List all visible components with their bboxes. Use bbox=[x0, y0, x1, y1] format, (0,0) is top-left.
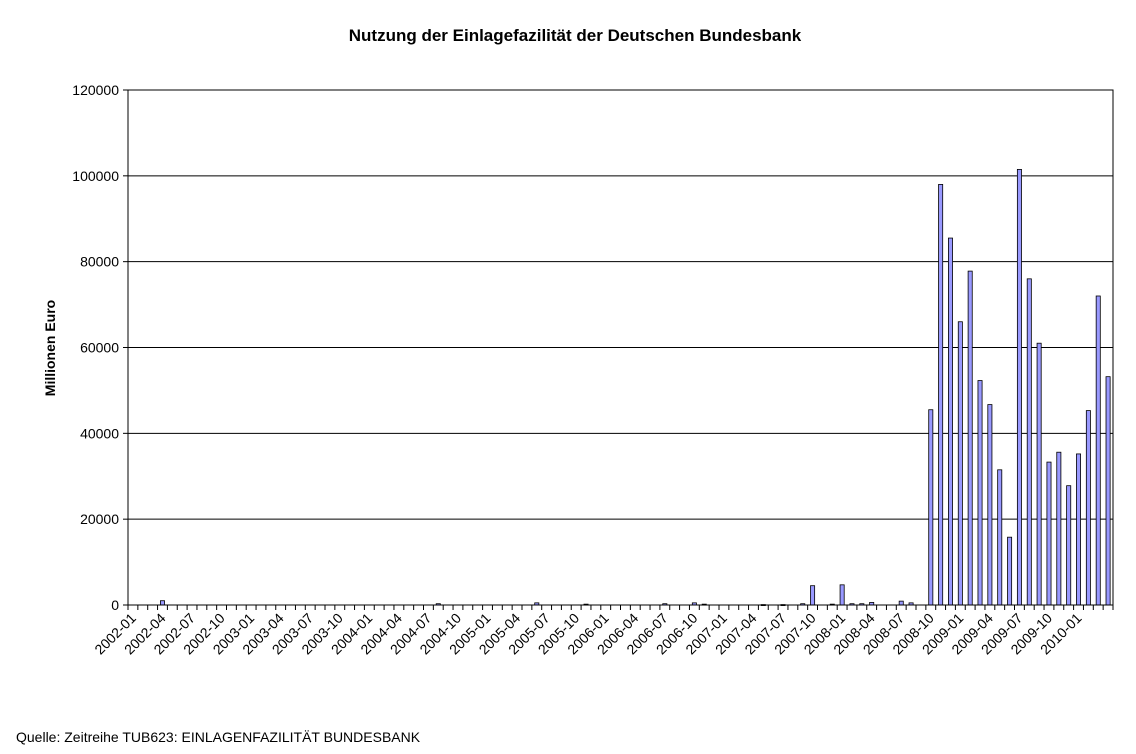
y-tick-label: 80000 bbox=[80, 254, 119, 270]
y-tick-label: 100000 bbox=[72, 168, 119, 184]
gridlines bbox=[128, 175, 1113, 520]
bar-2009-03 bbox=[977, 380, 983, 606]
y-tick-label: 20000 bbox=[80, 511, 119, 527]
bar-2010-03 bbox=[1095, 295, 1101, 606]
y-axis: 0 20000 40000 60000 80000 100000 120000 bbox=[72, 82, 128, 613]
x-axis: 2002-012002-042002-072002-102003-012003-… bbox=[91, 605, 1114, 657]
bar-2008-10 bbox=[928, 409, 934, 606]
bar-2009-02 bbox=[967, 270, 973, 606]
bar-2008-11 bbox=[938, 184, 944, 606]
bar-2009-07 bbox=[1016, 168, 1022, 606]
bar-2009-10 bbox=[1046, 461, 1052, 606]
chart-title: Nutzung der Einlagefazilität der Deutsch… bbox=[348, 26, 802, 45]
source-note: Quelle: Zeitreihe TUB623: EINLAGENFAZILI… bbox=[16, 729, 421, 745]
bar-2008-07 bbox=[898, 600, 904, 606]
y-tick-label: 120000 bbox=[72, 82, 119, 98]
bar-2009-06 bbox=[1007, 536, 1013, 606]
bar-2002-04 bbox=[160, 600, 165, 606]
bar-2009-01 bbox=[957, 321, 963, 606]
bar-2009-12 bbox=[1066, 485, 1072, 606]
y-tick-label: 40000 bbox=[80, 425, 119, 441]
bar-2007-10 bbox=[810, 585, 816, 606]
bar-2010-01 bbox=[1076, 453, 1081, 606]
bar-2009-04 bbox=[987, 404, 993, 606]
bar-2009-09 bbox=[1036, 342, 1042, 606]
bar-2009-05 bbox=[997, 469, 1003, 606]
bar-chart: 0 20000 40000 60000 80000 100000 120000 2002-0… bbox=[42, 82, 1114, 657]
bars bbox=[160, 168, 1111, 606]
bar-2010-04 bbox=[1105, 376, 1111, 606]
bar-2009-08 bbox=[1026, 278, 1032, 606]
bar-2009-11 bbox=[1056, 451, 1062, 606]
bar-2008-01 bbox=[839, 584, 845, 606]
y-axis-title: Millionen Euro bbox=[42, 300, 58, 396]
bar-2008-12 bbox=[948, 237, 953, 606]
bar-2010-02 bbox=[1085, 410, 1091, 606]
y-tick-label: 60000 bbox=[80, 340, 119, 356]
y-tick-label: 0 bbox=[111, 597, 119, 613]
